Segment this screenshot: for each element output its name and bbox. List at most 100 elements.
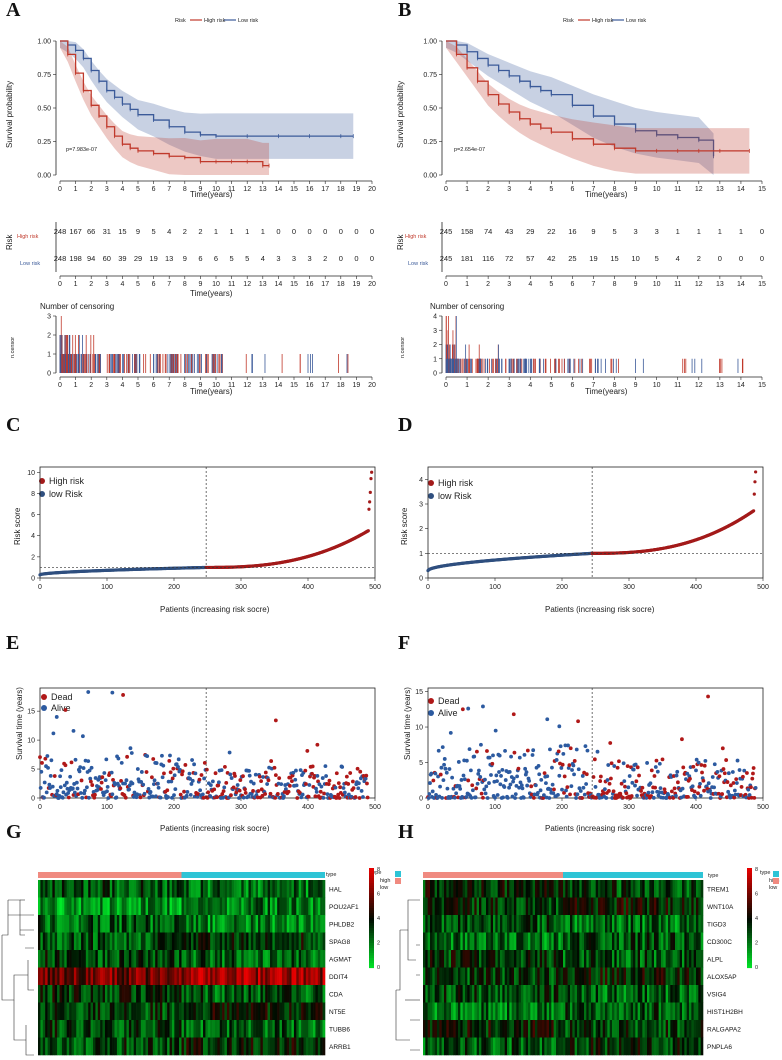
status-point-f xyxy=(542,793,546,798)
heatmap-cell-h xyxy=(483,915,487,933)
heatmap-cell-g xyxy=(47,897,51,916)
heatmap-cell-h xyxy=(644,932,648,951)
heatmap-cell-g xyxy=(260,950,264,968)
status-point-f xyxy=(732,788,737,793)
status-point-e xyxy=(210,779,215,784)
status-point-e xyxy=(195,794,200,799)
status-point-e xyxy=(336,792,341,797)
heatmap-cell-g xyxy=(49,915,53,933)
heatmap-cell-g xyxy=(95,1002,99,1021)
heatmap-cell-h xyxy=(558,950,561,968)
heatmap-cell-h xyxy=(672,932,676,951)
heatmap-cell-h xyxy=(647,897,650,916)
heatmap-cell-g xyxy=(265,915,268,933)
heatmap-cell-h xyxy=(511,950,515,968)
heatmap-cell-g xyxy=(231,897,235,916)
status-point-f xyxy=(444,770,449,775)
status-point-e xyxy=(171,766,176,771)
status-point-f xyxy=(708,796,713,800)
heatmap-cell-h xyxy=(693,915,697,933)
heatmap-cell-g xyxy=(73,1020,77,1038)
heatmap-cell-g xyxy=(281,1002,285,1021)
heatmap-cell-h xyxy=(679,880,683,898)
km-pvalue-b: p=2.654e-07 xyxy=(454,147,485,153)
heatmap-cell-g xyxy=(121,967,125,986)
heatmap-cell-h xyxy=(630,915,634,933)
status-point-e xyxy=(138,795,143,800)
heatmap-cell-g xyxy=(76,967,79,986)
heatmap-cell-g xyxy=(155,880,158,898)
heatmap-cell-g xyxy=(114,915,118,933)
status-point-f xyxy=(458,786,463,791)
legend-dot-high xyxy=(39,478,45,484)
heatmap-cell-g xyxy=(90,967,94,986)
heatmap-cell-g xyxy=(193,950,197,968)
heatmap-cell-h xyxy=(684,950,687,968)
legend-dot-alive xyxy=(41,705,47,711)
heatmap-cell-h xyxy=(670,915,673,933)
heatmap-cell-g xyxy=(286,985,290,1003)
heatmap-cell-h xyxy=(504,880,508,898)
status-point-f xyxy=(501,795,505,800)
heatmap-cell-g xyxy=(317,950,321,968)
heatmap-cell-g xyxy=(308,1002,311,1021)
risk-table-xtick-label-a: 18 xyxy=(337,281,345,288)
heatmap-cell-g xyxy=(71,880,75,898)
status-point-f xyxy=(611,789,616,794)
heatmap-cell-g xyxy=(269,967,273,986)
status-point-f xyxy=(732,795,737,800)
heatmap-cell-g xyxy=(159,897,163,916)
heatmap-cell-g xyxy=(116,1020,120,1038)
heatmap-cell-g xyxy=(293,1020,297,1038)
status-point-f xyxy=(433,771,438,776)
status-point-f xyxy=(461,773,466,778)
heatmap-cell-g xyxy=(102,897,106,916)
heatmap-cell-g xyxy=(286,967,290,986)
risk-table-high-count-b: 1 xyxy=(739,227,743,236)
heatmap-cell-h xyxy=(654,932,657,951)
status-point-e xyxy=(272,765,277,770)
heatmap-cell-g xyxy=(298,985,302,1003)
heatmap-cell-h xyxy=(502,950,505,968)
heatmap-cell-g xyxy=(272,1037,276,1056)
heatmap-cell-g xyxy=(241,967,244,986)
heatmap-cell-g xyxy=(281,932,285,951)
heatmap-cell-g xyxy=(121,897,125,916)
risk-table-high-count-b: 0 xyxy=(760,227,764,236)
heatmap-cell-h xyxy=(448,897,452,916)
heatmap-cell-g xyxy=(195,880,199,898)
status-point-e xyxy=(168,753,172,758)
heatmap-cell-g xyxy=(114,880,118,898)
risk-table-high-count-b: 3 xyxy=(634,227,638,236)
heatmap-cell-h xyxy=(591,897,594,916)
heatmap-cell-h xyxy=(586,915,589,933)
heatmap-cell-g xyxy=(246,932,249,951)
heatmap-cell-g xyxy=(152,932,156,951)
heatmap-cell-h xyxy=(565,950,568,968)
status-point-f xyxy=(726,771,731,776)
status-point-f xyxy=(547,796,552,800)
status-point-e xyxy=(151,757,156,761)
heatmap-cell-h xyxy=(448,932,452,951)
status-point-e xyxy=(359,789,364,793)
heatmap-cell-g xyxy=(150,932,154,951)
status-point-e xyxy=(118,786,123,791)
heatmap-cell-h xyxy=(430,932,433,951)
heatmap-cell-g xyxy=(219,932,223,951)
heatmap-cell-g xyxy=(191,897,194,916)
heatmap-cell-g xyxy=(138,1002,142,1021)
heatmap-cell-h xyxy=(654,950,657,968)
heatmap-cell-g xyxy=(222,950,225,968)
heatmap-cell-g xyxy=(171,985,175,1003)
status-point-f xyxy=(464,795,469,799)
heatmap-cell-g xyxy=(289,967,292,986)
status-point-f xyxy=(558,744,563,749)
heatmap-cell-g xyxy=(293,880,297,898)
heatmap-cell-g xyxy=(203,897,206,916)
risk-ytick-label-d: 4 xyxy=(419,477,423,484)
heatmap-cell-h xyxy=(691,897,694,916)
heatmap-cell-g xyxy=(47,1002,51,1021)
heatmap-cell-h xyxy=(514,915,517,933)
heatmap-cell-h xyxy=(528,950,531,968)
